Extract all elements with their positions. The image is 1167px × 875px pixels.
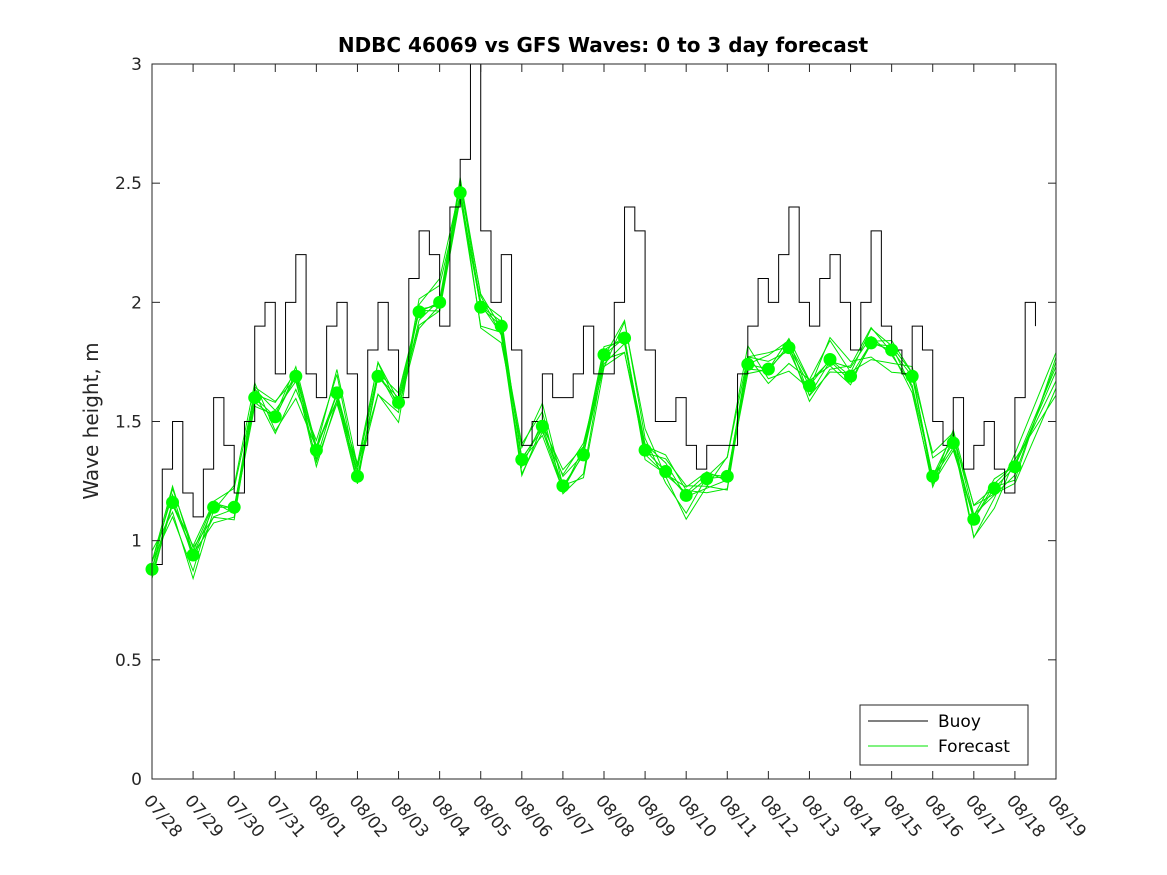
forecast-marker [166,496,180,510]
forecast-marker [556,479,570,493]
forecast-marker [905,369,919,383]
forecast-marker [761,362,775,376]
forecast-marker [1008,460,1022,474]
forecast-marker [576,448,590,462]
legend-buoy-label: Buoy [938,712,981,732]
forecast-marker [782,341,796,355]
y-tick-label: 0.5 [115,651,142,671]
forecast-marker [679,488,693,502]
forecast-series-line [151,196,1057,573]
forecast-marker [700,472,714,486]
forecast-marker [350,469,364,483]
forecast-marker [967,512,981,526]
forecast-marker [638,443,652,457]
forecast-marker [618,331,632,345]
legend-box [859,704,1029,766]
forecast-marker [720,469,734,483]
forecast-marker [494,319,508,333]
forecast-series-line [151,183,1057,570]
forecast-marker [248,391,262,405]
forecast-marker [289,369,303,383]
forecast-marker [207,500,221,514]
y-tick-label: 1 [131,532,142,552]
forecast-marker [330,386,344,400]
forecast-marker [987,481,1001,495]
forecast-marker [802,379,816,393]
legend-forecast-label: Forecast [938,737,1010,757]
y-tick-label: 3 [131,55,142,75]
forecast-marker [885,343,899,357]
forecast-marker [926,469,940,483]
y-tick-label: 2 [131,293,142,313]
forecast-marker [392,395,406,409]
forecast-marker [535,419,549,433]
forecast-marker [844,369,858,383]
legend: Buoy Forecast [859,704,1029,766]
y-tick-label: 2.5 [115,174,142,194]
forecast-marker [453,186,467,200]
forecast-markers-group [145,186,1022,576]
forecast-marker [371,369,385,383]
y-tick-label: 0 [131,770,142,790]
forecast-marker [412,305,426,319]
forecast-marker [823,353,837,367]
y-axis-ticks: 0 0.5 1 1.5 2 2.5 3 [115,55,1056,790]
forecast-marker [515,453,529,467]
y-axis-label: Wave height, m [79,342,103,499]
forecast-marker [659,465,673,479]
forecast-marker [946,436,960,450]
chart-title: NDBC 46069 vs GFS Waves: 0 to 3 day fore… [338,33,869,57]
forecast-marker [433,295,447,309]
forecast-marker [864,336,878,350]
forecast-series-line [151,187,1057,581]
y-tick-label: 1.5 [115,413,142,433]
forecast-marker [597,348,611,362]
forecast-marker [268,410,282,424]
forecast-marker [309,443,323,457]
forecast-marker [474,300,488,314]
forecast-marker [227,500,241,514]
forecast-marker [186,548,200,562]
forecast-marker [741,357,755,371]
